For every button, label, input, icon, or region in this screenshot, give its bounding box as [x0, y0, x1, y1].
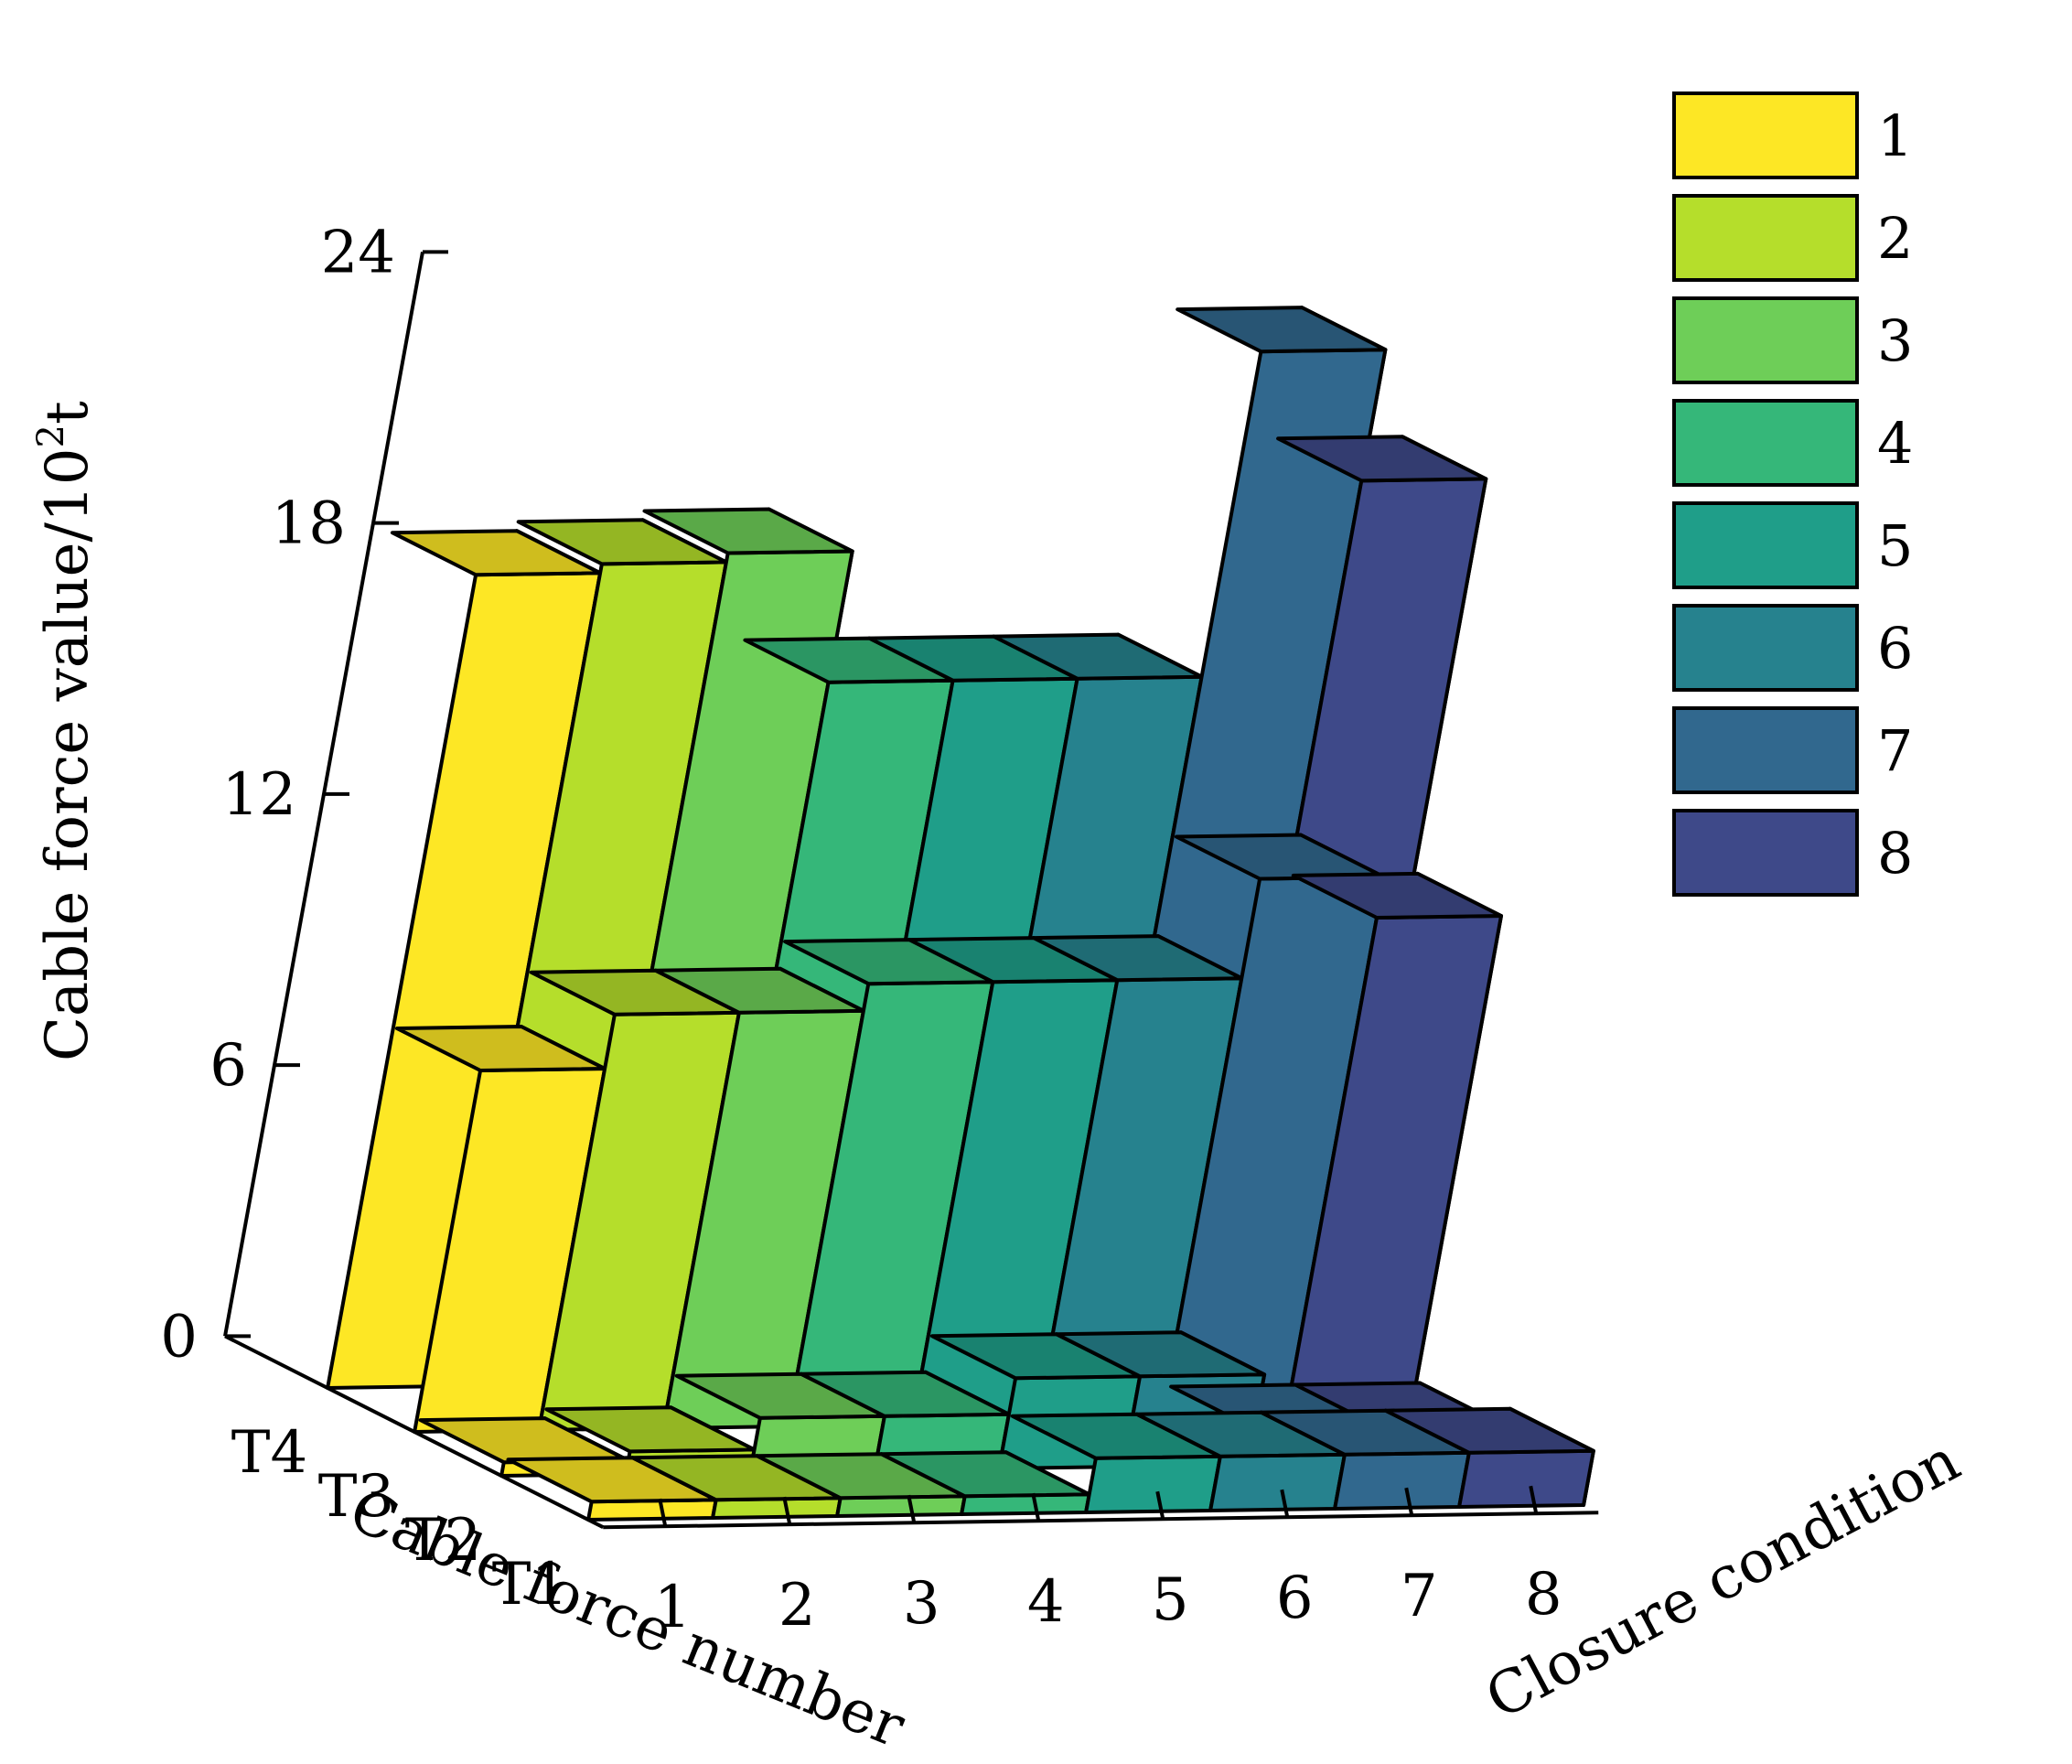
legend-label: 7 — [1877, 717, 1913, 784]
bar-top — [1291, 871, 1503, 920]
legend-label: 2 — [1877, 205, 1913, 272]
z-axis: 0 6 12 18 24 — [160, 219, 448, 1371]
legend-swatch — [1672, 604, 1859, 692]
y-tick-label: T1 — [492, 1551, 568, 1619]
z-tick-label: 18 — [272, 490, 346, 558]
x-tick-label: 5 — [1152, 1566, 1189, 1634]
legend-swatch — [1672, 399, 1859, 487]
z-axis-title-main: Cable force value/10 — [34, 447, 102, 1061]
bar-t1-8 — [1383, 1406, 1595, 1509]
bar-front — [1084, 1454, 1222, 1514]
y-tick-label: T4 — [231, 1419, 307, 1487]
legend-swatch — [1672, 194, 1859, 282]
x-tick — [1280, 1489, 1290, 1518]
x-tick-label: 4 — [1027, 1568, 1065, 1636]
z-axis-title: Cable force value/102t — [30, 401, 102, 1061]
bar-t1-5 — [1010, 1412, 1222, 1514]
legend-swatch — [1672, 706, 1859, 794]
x-tick — [1031, 1492, 1041, 1522]
x-tick-label: 7 — [1401, 1563, 1438, 1630]
x-tick-label: 1 — [654, 1574, 692, 1641]
y-axis-line — [224, 1334, 605, 1529]
chart-legend: 1 2 3 4 5 6 7 8 — [1672, 91, 1913, 897]
x-tick — [658, 1498, 668, 1527]
bar-top — [1176, 306, 1388, 354]
x-tick — [782, 1496, 792, 1525]
legend-swatch — [1672, 91, 1859, 179]
x-tick-label: 2 — [778, 1572, 816, 1640]
x-tick — [1529, 1485, 1539, 1514]
legend-swatch — [1672, 501, 1859, 589]
legend-label: 5 — [1877, 512, 1913, 579]
legend-label: 6 — [1877, 615, 1913, 682]
z-tick-label: 0 — [160, 1303, 198, 1371]
z-tick-label: 12 — [222, 761, 296, 829]
x-tick-label: 8 — [1525, 1561, 1562, 1629]
bar-top — [1054, 1330, 1267, 1379]
x-axis-line — [603, 1511, 1599, 1530]
bar-front — [1208, 1452, 1347, 1512]
x-tick-label: 3 — [903, 1570, 940, 1638]
bar-t3-3 — [653, 966, 865, 1430]
bar-top — [1383, 1406, 1595, 1455]
legend-swatch — [1672, 809, 1859, 897]
bar-t3-8 — [1283, 871, 1503, 1421]
z-tick-label: 24 — [321, 219, 395, 286]
bar-front — [1333, 1450, 1471, 1511]
legend-label: 1 — [1877, 102, 1913, 169]
legend-label: 4 — [1877, 410, 1913, 477]
legend-label: 3 — [1877, 307, 1913, 374]
x-tick — [1404, 1487, 1414, 1516]
z-tick-label: 6 — [209, 1032, 247, 1100]
bar-top — [642, 507, 854, 555]
y-tick-label: T2 — [405, 1507, 481, 1575]
x-tick — [907, 1494, 917, 1523]
bar-t3-6 — [1032, 934, 1244, 1425]
legend-label: 8 — [1877, 820, 1913, 887]
x-tick — [1155, 1490, 1165, 1520]
x-tick-label: 6 — [1276, 1565, 1314, 1632]
legend-swatch — [1672, 296, 1859, 384]
bar-top — [1276, 435, 1488, 483]
bar-front — [1457, 1448, 1595, 1509]
z-axis-title-tail: t — [34, 401, 102, 425]
x-axis: 1 2 3 4 5 6 7 8 — [603, 1485, 1599, 1641]
y-tick-label: T3 — [318, 1463, 394, 1531]
chart-bars — [326, 306, 1595, 1522]
z-axis-title-sup: 2 — [30, 425, 72, 447]
